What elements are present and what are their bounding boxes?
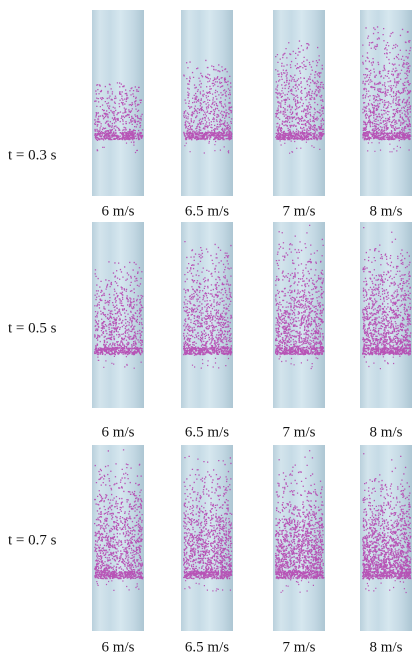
- column-label: 8 m/s: [370, 424, 403, 440]
- row-label: t = 0.3 s: [8, 147, 57, 163]
- column-label: 6 m/s: [102, 203, 135, 219]
- column-label: 6 m/s: [102, 424, 135, 440]
- cylinder: [92, 10, 144, 196]
- cylinder: [92, 222, 144, 408]
- column-label: 8 m/s: [370, 203, 403, 219]
- row-label: t = 0.5 s: [8, 320, 57, 336]
- column-label: 7 m/s: [283, 203, 316, 219]
- figure: t = 0.3 s 6 m/s 6.5 m/s 7 m/s 8 m/s t = 0.5 s…: [0, 0, 414, 657]
- column-label: 6.5 m/s: [185, 424, 229, 440]
- column-label: 6.5 m/s: [185, 203, 229, 219]
- row-label: t = 0.7 s: [8, 532, 57, 548]
- column-label: 6.5 m/s: [185, 639, 229, 655]
- column-label: 6 m/s: [102, 639, 135, 655]
- column-label: 7 m/s: [283, 639, 316, 655]
- column-label: 8 m/s: [370, 639, 403, 655]
- column-label: 7 m/s: [283, 424, 316, 440]
